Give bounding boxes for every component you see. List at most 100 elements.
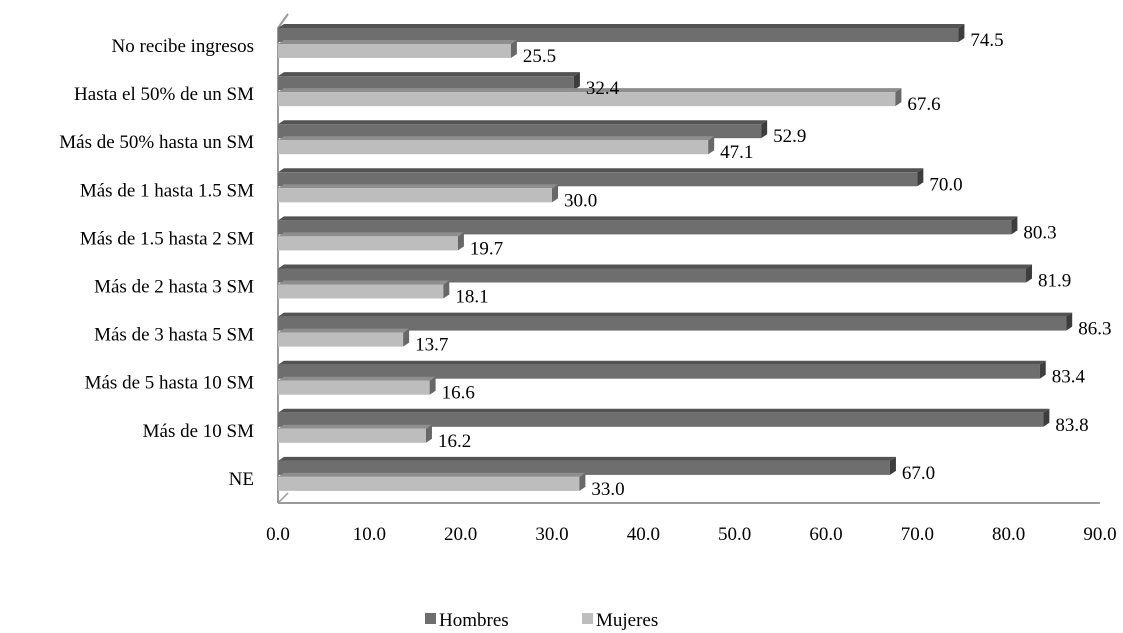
bar-side-face	[510, 40, 517, 58]
x-tick-label: 50.0	[718, 524, 751, 545]
x-tick-label: 60.0	[809, 524, 842, 545]
data-label: 32.4	[586, 78, 620, 99]
data-label: 80.3	[1023, 222, 1056, 243]
bar-top-face	[278, 184, 558, 189]
category-label: Más de 1.5 hasta 2 SM	[80, 228, 254, 249]
bar-top-face	[278, 136, 715, 141]
bar-top-face	[278, 312, 1073, 317]
bar-top-face	[278, 120, 768, 125]
bar-side-face	[403, 328, 410, 347]
bar-top-face	[278, 360, 1046, 365]
bar	[278, 460, 890, 475]
category-label: Más de 1 hasta 1.5 SM	[80, 180, 254, 201]
data-label: 83.4	[1052, 367, 1086, 388]
bar	[278, 28, 959, 42]
bar	[278, 364, 1040, 379]
bar-side-face	[761, 120, 768, 139]
category-labels: No recibe ingresos Hasta el 50% de un SM M…	[59, 36, 254, 490]
bar	[278, 140, 709, 155]
bar-top-face	[278, 88, 902, 93]
data-label: 74.5	[970, 30, 1003, 51]
bars	[278, 24, 1073, 491]
bar	[278, 284, 444, 299]
data-label: 86.3	[1078, 319, 1111, 340]
x-tick-label: 90.0	[1083, 524, 1116, 545]
bar-side-face	[443, 280, 450, 299]
x-tick-label: 10.0	[353, 524, 386, 545]
bar-side-face	[457, 232, 464, 251]
category-label: Más de 50% hasta un SM	[59, 132, 254, 153]
data-label: 25.5	[523, 46, 556, 67]
bar-top-face	[278, 280, 450, 285]
bar-side-face	[958, 24, 965, 42]
data-label: 70.0	[929, 174, 962, 195]
legend: Hombres Mujeres	[425, 610, 658, 631]
bar	[278, 220, 1012, 235]
category-label: Más de 2 hasta 3 SM	[94, 277, 254, 298]
bar-side-face	[552, 184, 558, 203]
bar-side-face	[1043, 408, 1050, 427]
bar-side-face	[1026, 264, 1033, 283]
category-label: Más de 3 hasta 5 SM	[94, 325, 254, 346]
bar-side-face	[429, 376, 436, 395]
x-tick-label: 30.0	[535, 524, 568, 545]
bar-side-face	[917, 168, 924, 187]
data-label: 52.9	[773, 126, 806, 147]
bar-top-face	[278, 72, 580, 77]
bar-top-face	[278, 472, 586, 477]
bar-top-face	[278, 216, 1018, 221]
bar	[278, 412, 1044, 427]
data-label: 13.7	[415, 335, 448, 356]
bar	[278, 44, 511, 58]
legend-label: Hombres	[439, 610, 509, 631]
bar-side-face	[425, 424, 432, 443]
category-label: Más de 5 hasta 10 SM	[85, 373, 255, 394]
x-tick-labels: 0.0 10.0 20.0 30.0 40.0 50.0 60.0 70.0 80.0 90.0	[266, 524, 1117, 545]
data-labels: 74.5 25.5 32.4 67.6 52.9 47.1 70.0 30.0 80.3 19.7…	[415, 30, 1111, 500]
bar-top-face	[278, 168, 924, 173]
bar-top-face	[278, 424, 432, 429]
category-label: Más de 10 SM	[143, 421, 254, 442]
bar-side-face	[573, 72, 580, 91]
bar	[278, 76, 574, 91]
bar-top-face	[278, 376, 436, 381]
bar-top-face	[278, 328, 410, 333]
data-label: 33.0	[591, 479, 624, 500]
legend-label: Mujeres	[596, 610, 658, 631]
bar-side-face	[579, 472, 586, 491]
bar	[278, 124, 762, 139]
data-label: 16.6	[442, 383, 475, 404]
bar	[278, 188, 552, 203]
bar-top-face	[278, 264, 1033, 269]
bar	[278, 316, 1067, 331]
bar-side-face	[1011, 216, 1018, 235]
data-label: 81.9	[1038, 271, 1071, 292]
bar-side-face	[889, 456, 896, 475]
bar-top-face	[278, 40, 517, 44]
category-label: No recibe ingresos	[112, 36, 254, 57]
bar	[278, 172, 918, 187]
data-label: 18.1	[455, 287, 488, 308]
data-label: 47.1	[720, 142, 753, 163]
bar-top-face	[278, 456, 896, 461]
bar-top-face	[278, 24, 965, 28]
bar-side-face	[1039, 360, 1046, 379]
data-label: 19.7	[470, 238, 503, 259]
bar-top-face	[278, 408, 1050, 413]
data-label: 83.8	[1055, 415, 1088, 436]
legend-swatch	[582, 613, 593, 624]
data-label: 67.0	[902, 463, 935, 484]
data-label: 30.0	[564, 190, 597, 211]
data-label: 16.2	[438, 431, 471, 452]
legend-swatch	[425, 613, 436, 624]
x-tick-label: 80.0	[992, 524, 1025, 545]
x-tick-label: 0.0	[266, 524, 290, 545]
bar-side-face	[708, 136, 715, 155]
data-label: 67.6	[907, 94, 940, 115]
bar	[278, 332, 404, 347]
bar-side-face	[895, 88, 902, 107]
bar	[278, 268, 1027, 283]
bar-top-face	[278, 232, 464, 237]
bar-side-face	[1066, 312, 1073, 331]
